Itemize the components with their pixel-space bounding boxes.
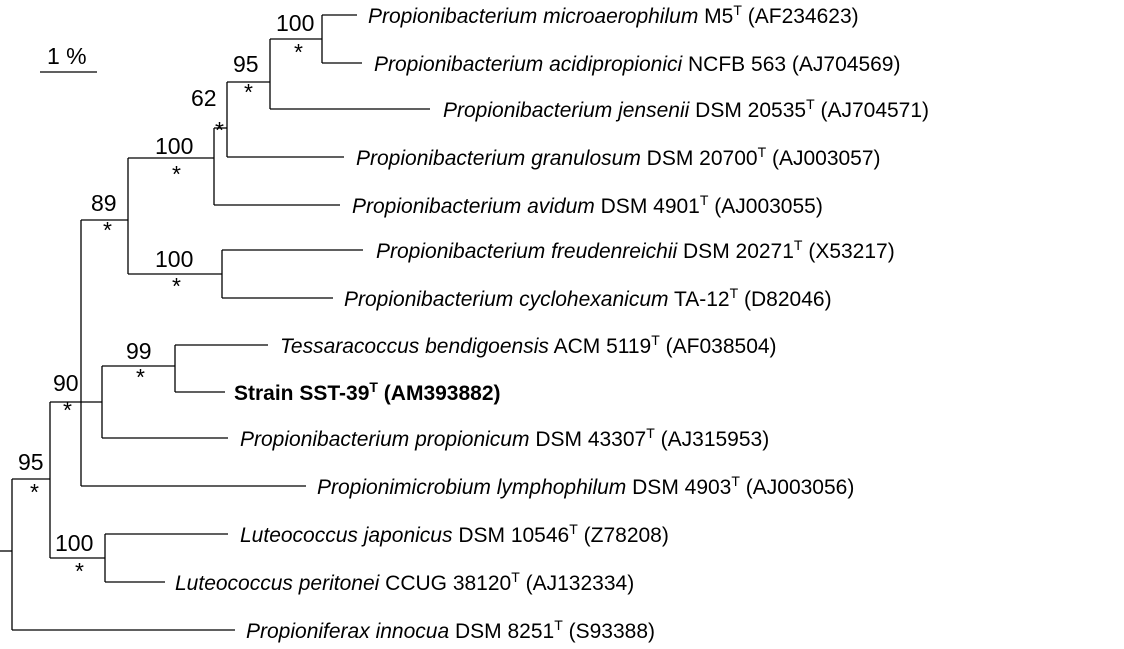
taxon-label: Propionibacterium jensenii DSM 20535T (A…	[443, 96, 929, 122]
taxon-label: Propionibacterium microaerophilum M5T (A…	[368, 2, 859, 28]
bootstrap-value: 100	[55, 530, 93, 556]
significance-marker: *	[136, 364, 145, 390]
tree-branches	[0, 14, 430, 631]
significance-marker: *	[63, 397, 72, 423]
scale-bar-label: 1 %	[47, 43, 87, 69]
bootstrap-value: 100	[155, 133, 193, 159]
taxon-label: Propionibacterium avidum DSM 4901T (AJ00…	[352, 192, 823, 218]
significance-marker: *	[172, 273, 181, 299]
significance-marker: *	[215, 117, 224, 143]
taxon-label: Propioniferax innocua DSM 8251T (S93388)	[246, 617, 655, 643]
bootstrap-value: 100	[155, 246, 193, 272]
bootstrap-value: 95	[233, 51, 259, 77]
significance-marker: *	[30, 479, 39, 505]
bootstrap-value: 100	[276, 10, 314, 36]
bootstrap-value: 89	[91, 190, 117, 216]
bootstrap-value: 90	[53, 370, 79, 396]
significance-marker: *	[103, 217, 112, 243]
significance-marker: *	[172, 161, 181, 187]
taxon-label: Luteococcus japonicus DSM 10546T (Z78208…	[240, 521, 669, 547]
taxon-label: Tessaracoccus bendigoensis ACM 5119T (AF…	[280, 332, 777, 358]
taxon-label: Propionibacterium cyclohexanicum TA-12T …	[344, 285, 832, 311]
taxon-label-highlighted: Strain SST-39T (AM393882)	[234, 379, 501, 405]
taxon-label: Luteococcus peritonei CCUG 38120T (AJ132…	[175, 569, 634, 595]
taxon-label: Propionibacterium propionicum DSM 43307T…	[240, 425, 769, 451]
bootstrap-value: 62	[191, 85, 217, 111]
bootstrap-value: 95	[18, 449, 44, 475]
bootstrap-value: 99	[126, 338, 152, 364]
taxon-labels: Propionibacterium microaerophilum M5T (A…	[175, 2, 929, 643]
bootstrap-labels: 100 * 95 * 62 * 100 * 89 * 100 * 99 * 90…	[18, 10, 314, 584]
significance-marker: *	[294, 39, 303, 65]
significance-marker: *	[75, 558, 84, 584]
significance-marker: *	[244, 79, 253, 105]
taxon-label: Propionibacterium acidipropionici NCFB 5…	[374, 53, 900, 76]
taxon-label: Propionimicrobium lymphophilum DSM 4903T…	[317, 473, 854, 499]
taxon-label: Propionibacterium granulosum DSM 20700T …	[356, 144, 881, 170]
taxon-label: Propionibacterium freudenreichii DSM 202…	[376, 237, 895, 263]
